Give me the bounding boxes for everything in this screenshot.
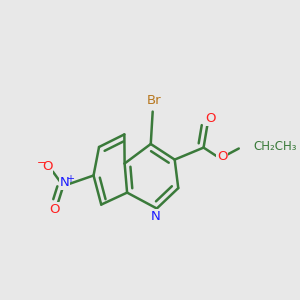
Text: N: N <box>60 176 70 190</box>
Text: +: + <box>66 174 74 184</box>
Text: −: − <box>37 158 46 168</box>
Text: CH₂CH₃: CH₂CH₃ <box>253 140 297 154</box>
Text: O: O <box>217 150 227 163</box>
Text: O: O <box>49 203 59 216</box>
Text: Br: Br <box>146 94 161 107</box>
Text: O: O <box>206 112 216 125</box>
Text: N: N <box>151 209 160 223</box>
Text: O: O <box>42 160 52 173</box>
